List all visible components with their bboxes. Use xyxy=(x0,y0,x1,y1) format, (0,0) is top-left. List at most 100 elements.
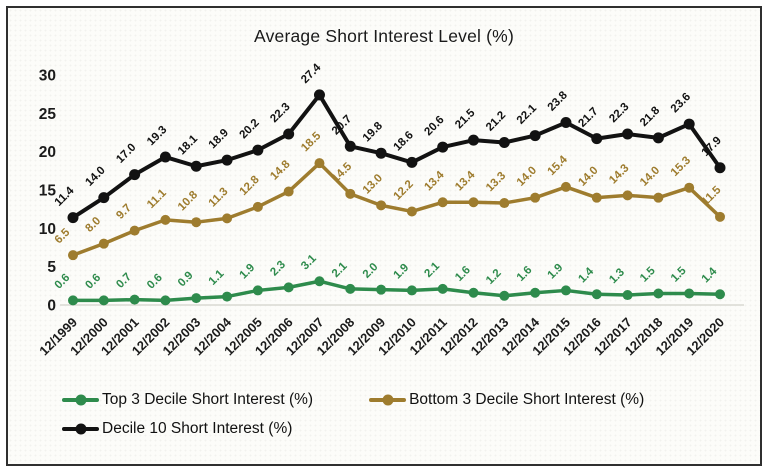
data-point-bottom3-decile xyxy=(406,206,417,217)
data-label-bottom3-decile: 14.8 xyxy=(268,158,293,183)
data-point-top3-decile xyxy=(468,287,479,298)
data-label-top3-decile: 1.1 xyxy=(207,267,227,287)
data-label-top3-decile: 2.0 xyxy=(361,261,381,281)
legend-row-2: Decile 10 Short Interest (%) xyxy=(62,420,752,438)
data-point-top3-decile xyxy=(499,290,510,301)
data-point-decile10 xyxy=(283,128,295,140)
data-point-bottom3-decile xyxy=(622,190,633,201)
data-point-decile10 xyxy=(67,212,79,224)
data-point-decile10 xyxy=(622,128,634,140)
data-label-top3-decile: 1.6 xyxy=(453,264,473,284)
data-point-top3-decile xyxy=(530,287,541,298)
chart-frame xyxy=(6,6,762,466)
data-label-decile10: 23.8 xyxy=(546,89,571,114)
data-label-top3-decile: 0.6 xyxy=(83,272,103,292)
data-label-bottom3-decile: 10.8 xyxy=(176,189,201,214)
y-tick-label: 10 xyxy=(39,221,56,238)
y-tick-label: 20 xyxy=(39,144,56,161)
data-label-decile10: 20.2 xyxy=(237,117,261,141)
data-point-top3-decile xyxy=(129,294,140,305)
data-label-top3-decile: 1.9 xyxy=(392,262,412,282)
data-label-bottom3-decile: 13.0 xyxy=(361,172,385,196)
data-point-decile10 xyxy=(190,160,202,172)
data-point-bottom3-decile xyxy=(530,192,541,203)
data-point-top3-decile xyxy=(591,289,602,300)
data-point-top3-decile xyxy=(653,288,664,299)
data-point-bottom3-decile xyxy=(376,200,387,211)
data-point-decile10 xyxy=(714,162,726,174)
data-label-decile10: 21.5 xyxy=(453,107,478,132)
series-line-top3-decile xyxy=(71,279,722,303)
data-point-bottom3-decile xyxy=(653,192,664,203)
legend: Top 3 Decile Short Interest (%) Bottom 3… xyxy=(62,391,752,449)
data-label-top3-decile: 1.4 xyxy=(700,265,720,285)
data-label-decile10: 27.4 xyxy=(299,61,324,86)
chart-canvas: 05101520253012/199912/200012/200112/2002… xyxy=(36,61,744,358)
data-point-decile10 xyxy=(437,141,449,153)
legend-marker-decile10-icon xyxy=(62,423,99,435)
data-label-decile10: 21.8 xyxy=(638,104,663,129)
legend-row-1: Top 3 Decile Short Interest (%) Bottom 3… xyxy=(62,391,752,409)
data-point-decile10 xyxy=(221,154,233,166)
data-label-top3-decile: 1.9 xyxy=(237,262,257,282)
data-point-decile10 xyxy=(252,144,264,156)
data-label-decile10: 19.8 xyxy=(361,120,386,145)
data-point-bottom3-decile xyxy=(252,201,263,212)
data-point-decile10 xyxy=(683,118,695,130)
data-label-bottom3-decile: 11.1 xyxy=(145,187,169,211)
data-point-decile10 xyxy=(652,132,664,144)
data-label-bottom3-decile: 14.0 xyxy=(638,164,662,188)
legend-label-decile10: Decile 10 Short Interest (%) xyxy=(102,420,293,437)
data-label-bottom3-decile: 18.5 xyxy=(299,130,324,155)
data-label-bottom3-decile: 15.4 xyxy=(546,153,571,178)
data-point-bottom3-decile xyxy=(129,225,140,236)
data-label-decile10: 19.3 xyxy=(145,124,169,148)
data-label-top3-decile: 1.3 xyxy=(607,266,627,286)
data-point-bottom3-decile xyxy=(715,211,725,222)
data-point-decile10 xyxy=(129,169,141,181)
data-label-bottom3-decile: 15.3 xyxy=(669,155,693,179)
y-tick-label: 30 xyxy=(39,68,56,85)
data-label-bottom3-decile: 8.0 xyxy=(83,215,103,235)
data-point-decile10 xyxy=(313,89,325,101)
data-point-top3-decile xyxy=(160,295,171,306)
data-label-top3-decile: 1.5 xyxy=(638,264,658,284)
data-point-bottom3-decile xyxy=(499,198,510,209)
data-point-decile10 xyxy=(159,151,171,163)
data-label-decile10: 14.0 xyxy=(83,164,107,188)
series-line-bottom3-decile xyxy=(71,161,722,257)
data-label-top3-decile: 0.9 xyxy=(176,269,196,289)
legend-marker-top3-decile-icon xyxy=(62,394,99,406)
data-label-bottom3-decile: 14.3 xyxy=(607,162,631,186)
data-point-bottom3-decile xyxy=(591,192,602,203)
data-point-bottom3-decile xyxy=(68,250,78,261)
data-point-decile10 xyxy=(344,140,356,152)
data-label-bottom3-decile: 14.0 xyxy=(515,164,539,188)
data-label-decile10: 23.6 xyxy=(669,91,693,115)
data-label-decile10: 22.3 xyxy=(268,101,292,125)
data-label-decile10: 11.4 xyxy=(53,184,77,208)
data-label-decile10: 18.6 xyxy=(392,129,416,153)
data-point-bottom3-decile xyxy=(160,214,171,225)
data-point-decile10 xyxy=(468,134,480,146)
data-point-decile10 xyxy=(591,133,603,145)
data-label-bottom3-decile: 13.4 xyxy=(453,169,478,194)
data-label-top3-decile: 0.6 xyxy=(145,272,165,292)
data-point-top3-decile xyxy=(622,290,633,301)
data-point-top3-decile xyxy=(437,283,448,294)
data-point-bottom3-decile xyxy=(437,197,448,208)
legend-item-decile10: Decile 10 Short Interest (%) xyxy=(62,420,292,438)
legend-label-top3-decile: Top 3 Decile Short Interest (%) xyxy=(102,391,314,408)
data-point-top3-decile xyxy=(98,295,109,306)
data-label-top3-decile: 1.9 xyxy=(546,262,566,282)
data-point-decile10 xyxy=(406,156,418,168)
data-point-bottom3-decile xyxy=(314,158,325,169)
data-point-bottom3-decile xyxy=(191,217,202,228)
data-point-top3-decile xyxy=(314,276,325,287)
data-label-decile10: 17.0 xyxy=(114,141,138,165)
y-tick-label: 25 xyxy=(39,106,57,123)
data-label-top3-decile: 3.1 xyxy=(299,252,319,272)
chart-title: Average Short Interest Level (%) xyxy=(254,26,514,46)
data-label-decile10: 21.7 xyxy=(576,105,600,129)
